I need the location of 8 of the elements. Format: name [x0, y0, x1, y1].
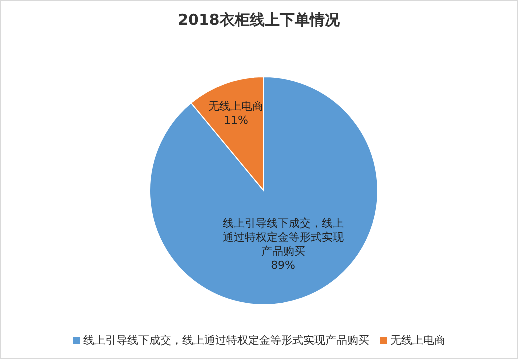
slice-label: 无线上电商	[208, 100, 264, 114]
legend-label: 线上引导线下成交，线上通过特权定金等形式实现产品购买	[84, 333, 370, 348]
chart-title: 2018衣柜线上下单情况	[177, 11, 341, 30]
legend-label: 无线上电商	[390, 333, 446, 348]
pie-slice	[150, 76, 378, 306]
data-label: 11%	[224, 114, 248, 128]
data-label: 89%	[271, 258, 296, 273]
slice-label: 线上引导线下成交，线上通过特权定金等形式实现产品购买	[222, 216, 345, 259]
